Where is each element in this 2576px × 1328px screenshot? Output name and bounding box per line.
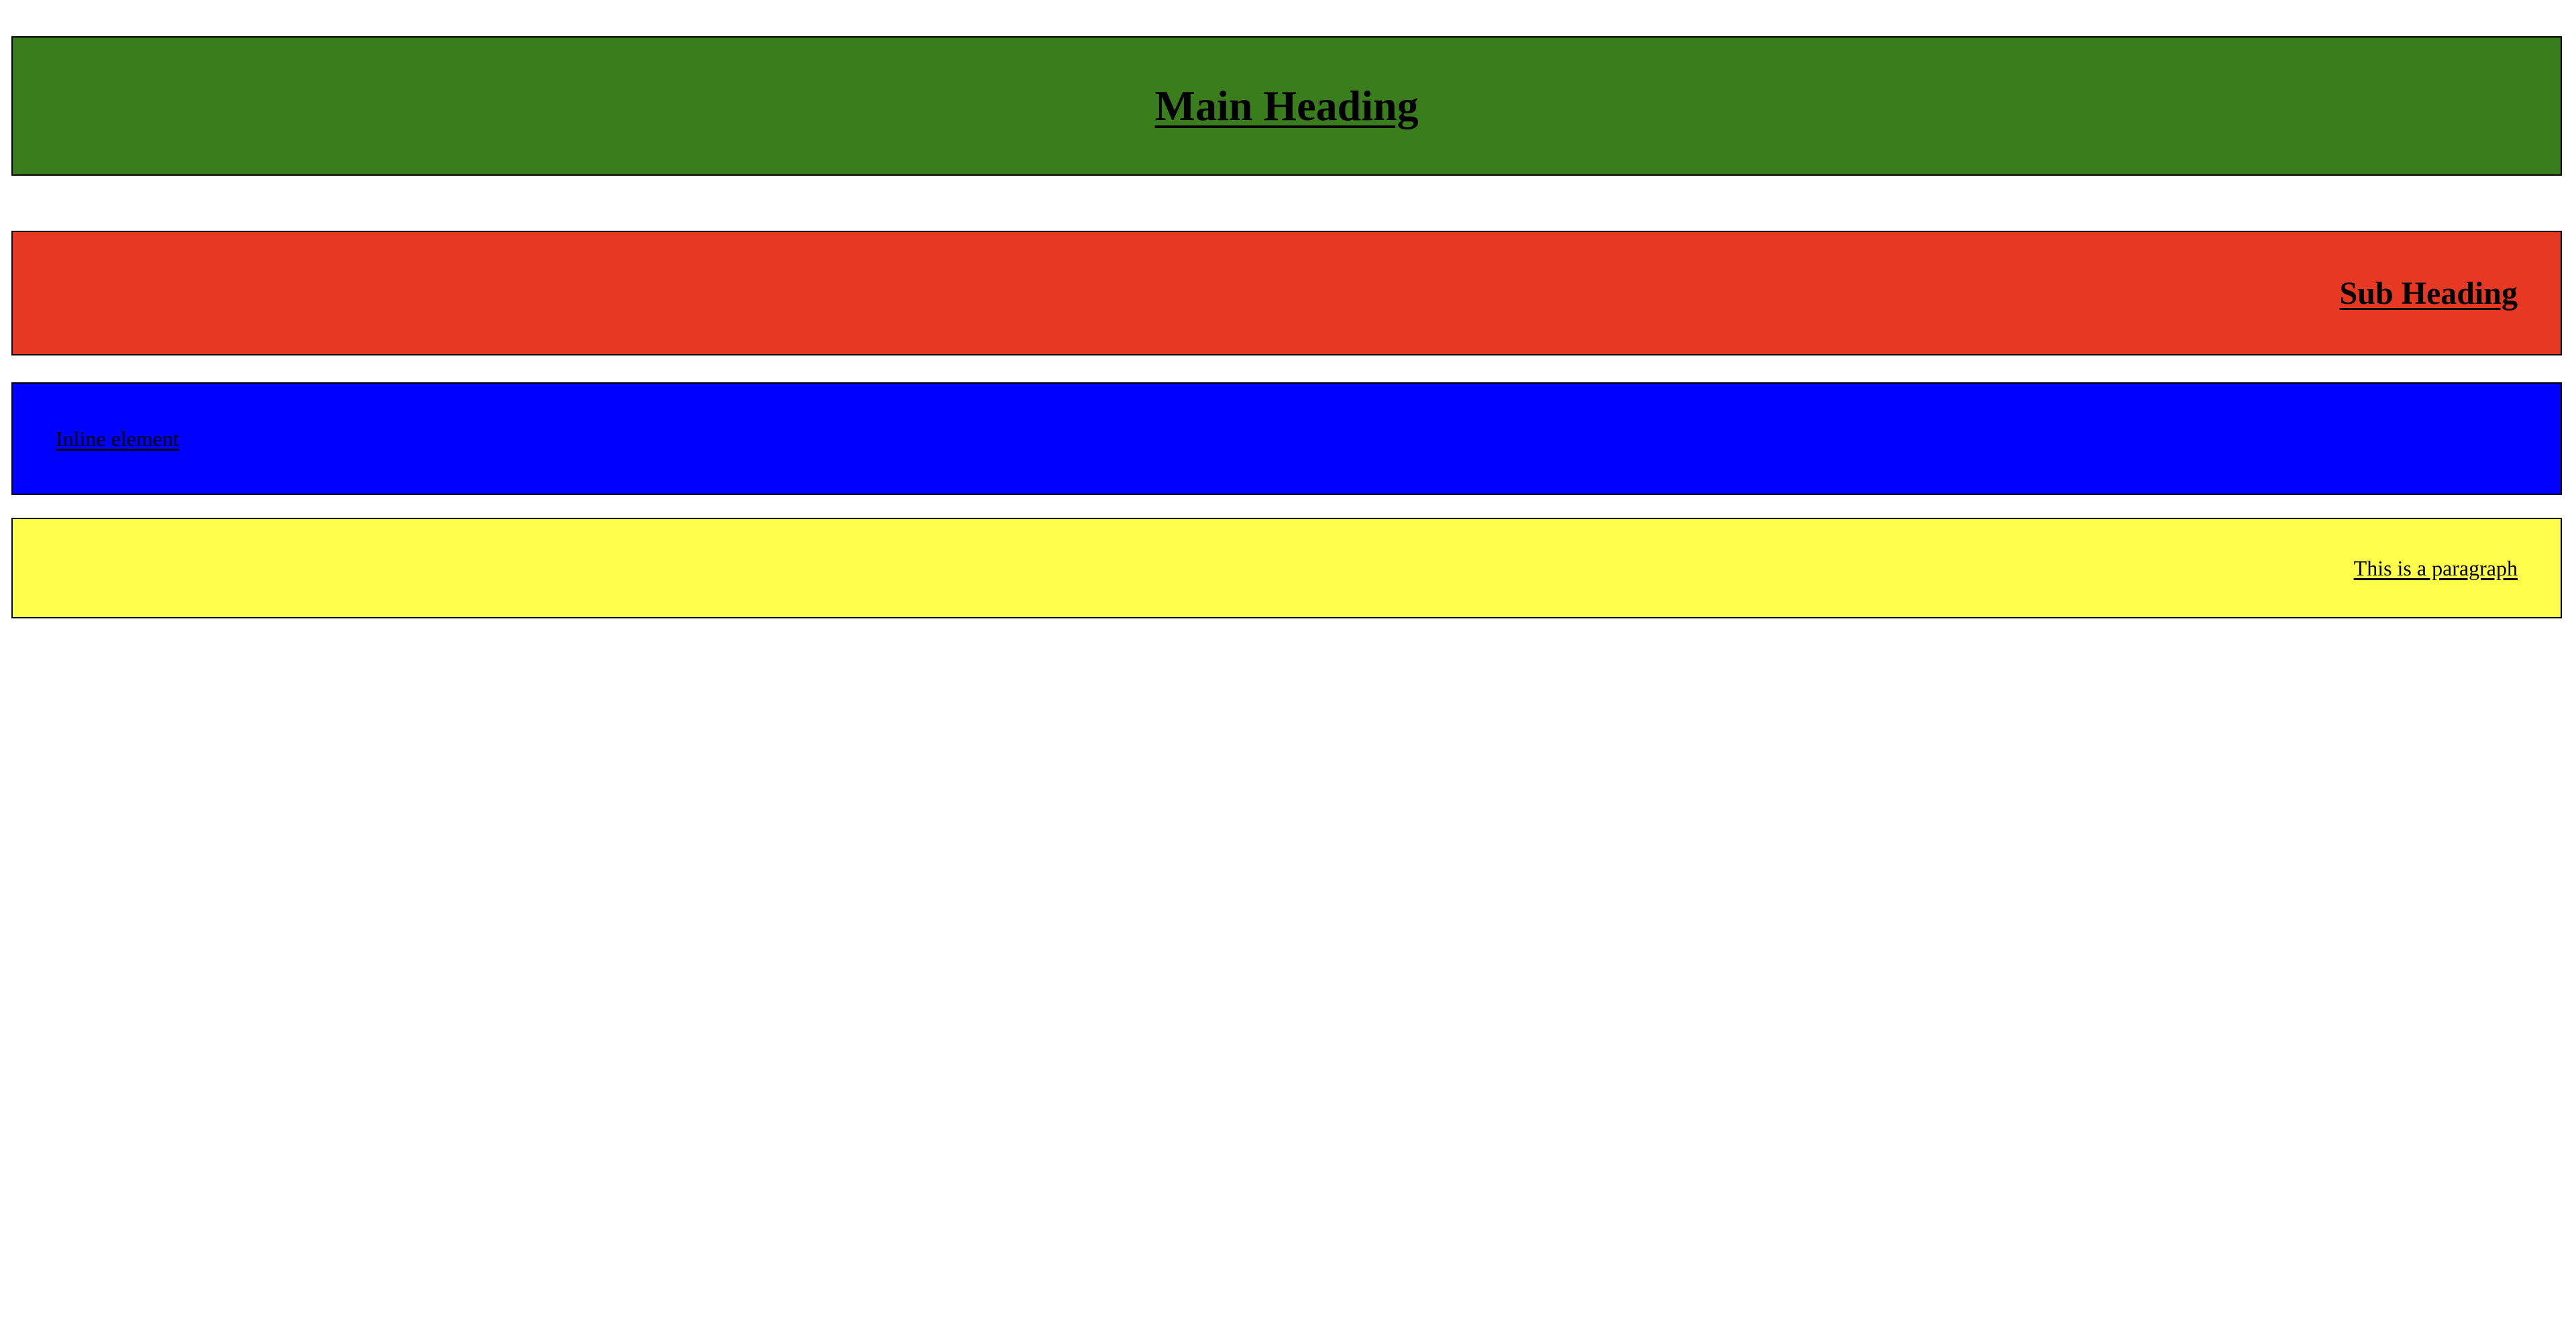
sub-heading-box: Sub Heading xyxy=(11,231,2562,355)
main-heading-box: Main Heading xyxy=(11,36,2562,176)
paragraph: This is a paragraph xyxy=(2353,555,2518,580)
inline-element-box: Inline element xyxy=(11,382,2562,495)
inline-element: Inline element xyxy=(56,426,179,451)
paragraph-box: This is a paragraph xyxy=(11,518,2562,618)
sub-heading: Sub Heading xyxy=(2339,275,2518,311)
main-heading: Main Heading xyxy=(1155,82,1419,129)
